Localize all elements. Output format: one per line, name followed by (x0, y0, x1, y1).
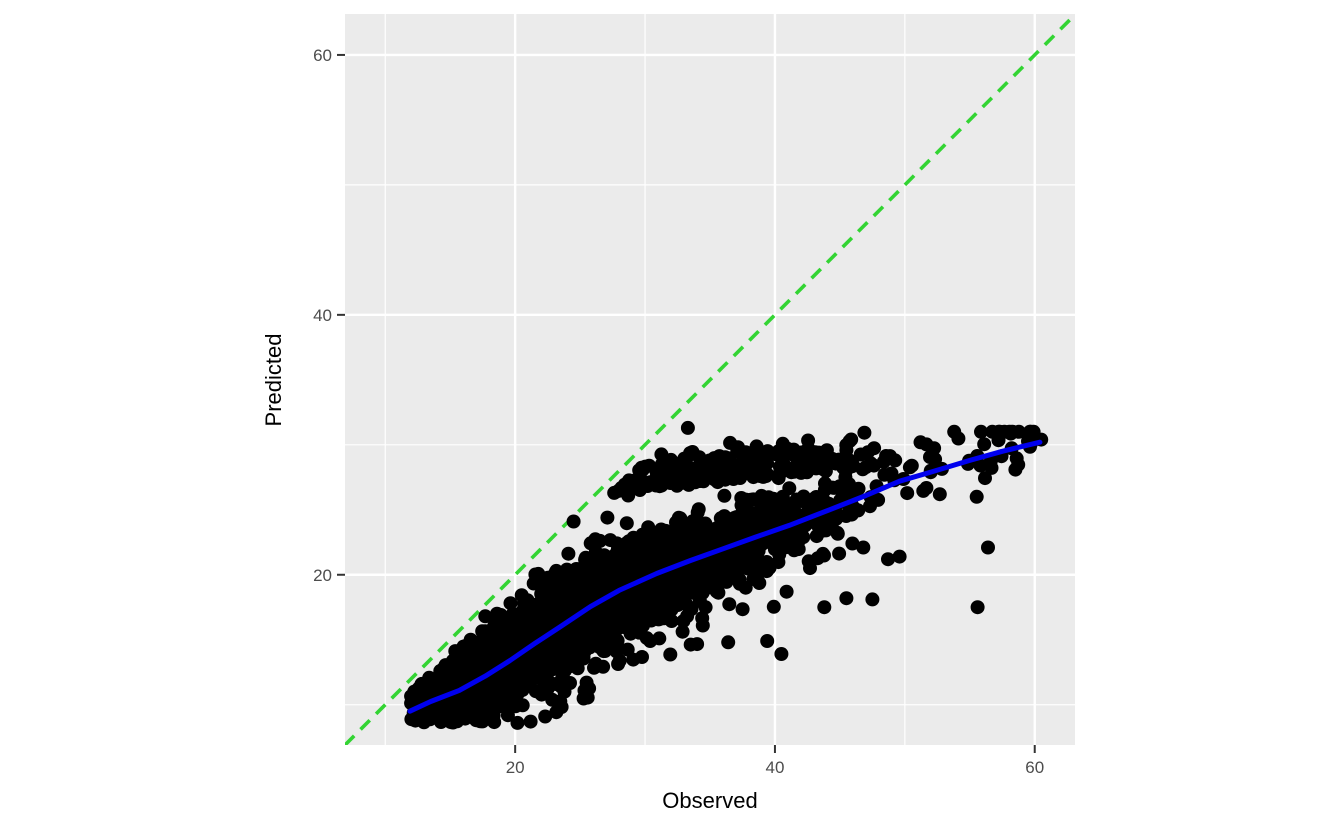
x-tick-label: 60 (1025, 758, 1044, 777)
axis-ticks (337, 53, 1036, 753)
axis-tick-labels: 20 40 60 20 40 60 (313, 46, 1044, 777)
y-axis-title: Predicted (261, 334, 286, 427)
x-axis-title: Observed (662, 788, 757, 813)
x-tick-label: 20 (506, 758, 525, 777)
identity-line-layer (345, 14, 1075, 745)
x-tick-label: 40 (765, 758, 784, 777)
y-tick-label: 60 (313, 46, 332, 65)
y-tick-label: 40 (313, 306, 332, 325)
smooth-line-layer (407, 439, 1043, 714)
y-tick-label: 20 (313, 566, 332, 585)
